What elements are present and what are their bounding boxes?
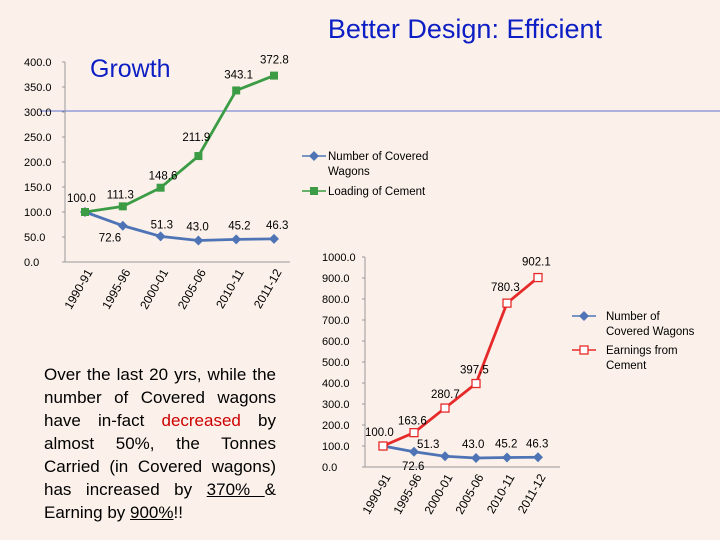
data-label: 46.3 <box>266 220 288 232</box>
data-label: 100.0 <box>365 427 394 439</box>
y-tick-label: 500.0 <box>322 357 350 369</box>
data-label: 902.1 <box>522 257 551 269</box>
summary-text-run: decreased <box>161 411 241 430</box>
legend-label: Cement <box>606 360 647 372</box>
data-label: 51.3 <box>417 439 439 451</box>
data-point <box>471 378 481 389</box>
data-label: 780.3 <box>491 282 520 294</box>
y-tick-label: 300.0 <box>24 107 52 119</box>
legend-label: Covered Wagons <box>606 326 695 338</box>
y-tick-label: 700.0 <box>322 315 350 327</box>
y-tick-label: 800.0 <box>322 294 350 306</box>
series-line <box>382 444 539 460</box>
y-tick-label: 1000.0 <box>322 252 356 264</box>
summary-text-run: 370% <box>206 480 265 499</box>
data-point <box>232 86 241 95</box>
y-tick-label: 200.0 <box>322 420 350 432</box>
legend-label: Number of Covered <box>328 151 428 163</box>
legend-marker <box>579 311 589 321</box>
data-point <box>193 235 204 246</box>
series-line <box>84 74 275 214</box>
summary-text-run: & Earning by <box>44 480 277 522</box>
x-tick-label: 2010-11 <box>484 471 518 516</box>
summary-text-run: 900% <box>130 503 174 522</box>
y-tick-label: 900.0 <box>322 273 350 285</box>
data-label: 397.5 <box>460 365 489 377</box>
y-tick-label: 400.0 <box>322 378 350 390</box>
data-point <box>194 152 203 161</box>
data-point <box>533 452 543 463</box>
data-label: 280.7 <box>431 389 460 401</box>
y-tick-label: 100.0 <box>322 441 350 453</box>
data-label: 343.1 <box>224 69 253 81</box>
series-line <box>84 210 275 242</box>
x-tick-label: 2000-01 <box>421 471 455 516</box>
slide-title: Better Design: Efficient <box>327 14 602 44</box>
y-tick-label: 300.0 <box>322 399 350 411</box>
legend-marker <box>309 151 319 161</box>
y-tick-label: 50.0 <box>24 232 45 244</box>
summary-text-run: !! <box>173 503 183 522</box>
data-label: 45.2 <box>495 439 517 451</box>
data-label: 43.0 <box>462 439 484 451</box>
x-tick-label: 1990-91 <box>359 471 393 516</box>
y-tick-label: 100.0 <box>24 207 52 219</box>
y-tick-label: 0.0 <box>24 257 39 269</box>
data-point <box>533 272 543 283</box>
x-tick-label: 2011-12 <box>515 471 549 516</box>
data-point <box>118 202 127 211</box>
data-point <box>117 220 128 231</box>
data-point <box>440 403 450 413</box>
y-tick-label: 400.0 <box>24 57 52 69</box>
y-tick-label: 150.0 <box>24 182 52 194</box>
data-label: 51.3 <box>151 219 173 231</box>
data-point <box>269 233 279 244</box>
y-tick-label: 350.0 <box>24 82 52 94</box>
data-point <box>81 208 89 216</box>
data-point <box>409 427 419 438</box>
data-label: 163.6 <box>398 416 427 428</box>
data-point <box>156 183 165 192</box>
data-label: 46.3 <box>526 438 548 450</box>
data-label: 72.6 <box>99 233 121 245</box>
legend-marker <box>310 187 318 195</box>
legend-marker <box>579 345 589 355</box>
data-point <box>378 441 388 451</box>
data-point <box>231 234 242 245</box>
data-point <box>155 231 166 242</box>
data-label: 111.3 <box>107 189 134 201</box>
summary-text-run: Over the last 20 yrs, while the number o… <box>44 365 276 430</box>
data-label: 100.0 <box>67 193 96 205</box>
y-tick-label: 0.0 <box>322 462 337 474</box>
data-point <box>409 446 419 457</box>
data-label: 211.9 <box>182 132 210 144</box>
data-label: 148.6 <box>149 171 178 183</box>
y-tick-label: 600.0 <box>322 336 350 348</box>
series-line <box>382 276 539 448</box>
y-tick-label: 200.0 <box>24 157 52 169</box>
legend-label: Loading of Cement <box>328 186 426 198</box>
legend-label: Wagons <box>328 166 370 178</box>
legend-label: Number of <box>606 311 660 323</box>
data-point <box>502 452 512 463</box>
data-label: 372.8 <box>260 55 289 67</box>
data-point <box>471 452 481 463</box>
data-label: 45.2 <box>228 220 250 232</box>
data-label: 72.6 <box>402 461 424 473</box>
data-label: 43.0 <box>186 222 208 234</box>
legend-label: Earnings from <box>606 345 678 357</box>
chart-title: Growth <box>90 55 171 83</box>
data-point <box>502 298 512 308</box>
x-tick-label: 2005-06 <box>452 471 486 516</box>
summary-text-run: by almost 50%, the Tonnes Carried (in Co… <box>44 411 276 499</box>
x-tick-label: 1995-96 <box>390 471 424 516</box>
data-point <box>270 71 278 80</box>
y-tick-label: 250.0 <box>24 132 52 144</box>
summary-text: Over the last 20 yrs, while the number o… <box>44 363 276 524</box>
data-point <box>440 451 450 462</box>
